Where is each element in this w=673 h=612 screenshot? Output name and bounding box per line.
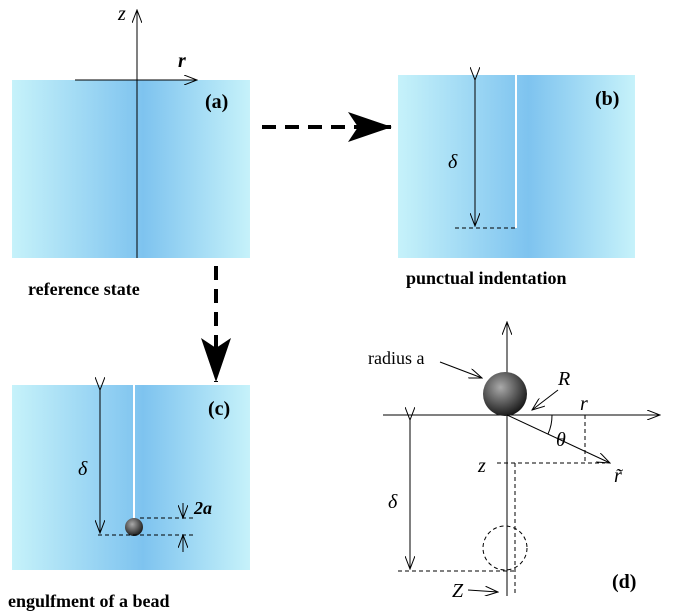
z-label: z xyxy=(477,455,486,477)
membrane-c xyxy=(12,385,250,570)
delta: δ xyxy=(78,458,88,480)
z-label: z xyxy=(117,3,126,25)
bead-outline xyxy=(482,525,528,571)
caption: punctual indentation xyxy=(406,268,567,288)
pointer xyxy=(439,361,482,378)
tag: (c) xyxy=(208,398,230,420)
pointer xyxy=(532,389,559,410)
pointer xyxy=(467,590,498,592)
caption: engulfment of a bead xyxy=(8,591,170,611)
membrane-a xyxy=(12,80,250,258)
tag: (b) xyxy=(595,88,619,110)
radius-vector xyxy=(506,414,610,463)
theta: θ xyxy=(556,429,566,451)
bead xyxy=(125,518,143,536)
angle-arc xyxy=(547,414,553,435)
r-tilde: r̃ xyxy=(614,465,623,487)
caption: reference state xyxy=(28,279,140,299)
bead-size: 2a xyxy=(193,498,212,518)
delta: δ xyxy=(448,151,458,173)
tag: (a) xyxy=(205,91,228,113)
bead xyxy=(483,372,527,416)
r-label: r xyxy=(580,393,588,415)
r-label: r xyxy=(178,50,186,72)
Z-label: Z xyxy=(452,580,464,602)
radius-label: radius a xyxy=(368,348,424,368)
R-label: R xyxy=(557,368,570,390)
tag: (d) xyxy=(612,571,636,593)
delta: δ xyxy=(388,491,398,513)
